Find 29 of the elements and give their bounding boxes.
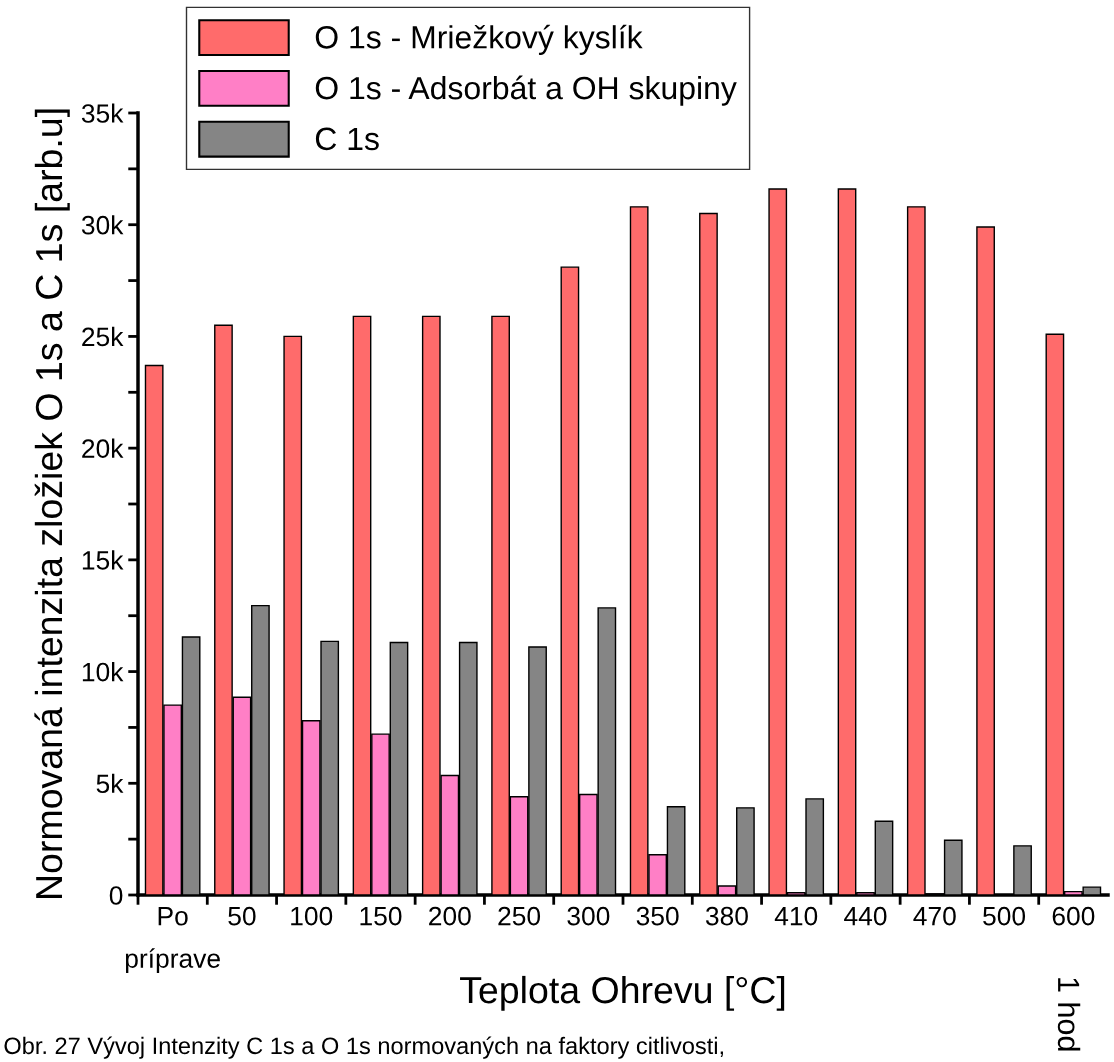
x-tick-label: 500 [983, 906, 1026, 926]
x-tick-label: 200 [429, 906, 471, 926]
y-tick-label: 5k [96, 773, 124, 794]
x-tick-label: 150 [360, 906, 402, 926]
x-tick-label: 380 [705, 906, 748, 926]
y-tick-label: 30k [81, 215, 124, 235]
x-tick-label: 470 [913, 906, 956, 926]
y-tick-label: 25k [82, 326, 124, 347]
legend-label: O 1s - Mriežkový kyslík [315, 24, 643, 55]
y-axis-title: Normovaná intenzita zložiek O 1s a C 1s [arb.u] [34, 109, 70, 898]
y-tick-label: 20k [82, 438, 124, 458]
y-tick-label: 15k [82, 550, 124, 570]
y-tick-label: 35k [81, 103, 124, 123]
x-tick-label: Po príprave [125, 907, 220, 974]
x-axis-title: Teplota Ohrevu [°C] [460, 975, 785, 1011]
x-tick-label: 600 [1052, 906, 1095, 926]
x-tick-label: 440 [844, 906, 887, 926]
x-tick-label: 300 [567, 906, 610, 926]
text: 1 hod [1057, 978, 1081, 1051]
legend-label: O 1s - Adsorbát a OH skupiny [315, 75, 737, 106]
y-tick-label: 10k [82, 662, 124, 682]
x-tick-label: 250 [498, 906, 541, 926]
x-tick-label: 100 [291, 906, 333, 926]
x-tick-label: 350 [636, 906, 679, 926]
x-tick-label: 410 [774, 906, 818, 926]
text: Obr. 27 Vývoj Intenzity C 1s a O 1s normovaných na faktory citlivosti, [4, 1036, 723, 1059]
legend-label: C 1s [315, 127, 379, 151]
y-tick-label: 0 [109, 886, 123, 905]
x-tick-label: 50 [228, 906, 256, 926]
